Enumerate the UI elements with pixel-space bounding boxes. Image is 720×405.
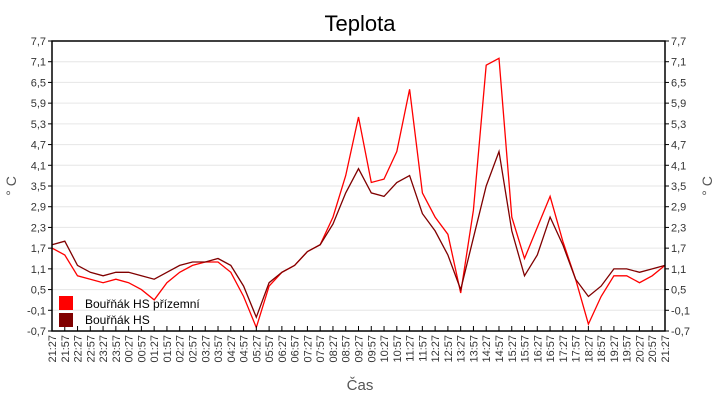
- y-tick-label-left: 5,3: [31, 119, 46, 131]
- y-tick-label-left: 4,1: [31, 160, 46, 172]
- series-line-0: [51, 57, 666, 330]
- chart-title: Teplota: [325, 11, 397, 36]
- x-tick-label: 04:27: [226, 335, 238, 363]
- y-tick-label-right: -0,1: [671, 305, 690, 317]
- x-tick-label: 21:27: [47, 335, 59, 363]
- x-tick-label: 22:57: [85, 335, 97, 363]
- y-tick-label-right: 5,9: [671, 98, 686, 110]
- y-tick-label-left: -0,1: [27, 305, 46, 317]
- y-axis-label-right: ° C: [699, 176, 715, 196]
- y-tick-label-right: 7,7: [671, 36, 686, 48]
- x-tick-label: 02:27: [175, 335, 187, 363]
- legend: Bouřňák HS přízemní Bouřňák HS: [59, 296, 200, 327]
- y-tick-label-left: 0,5: [31, 285, 46, 297]
- y-axis-label-left: ° C: [3, 176, 19, 196]
- x-tick-label: 21:57: [60, 335, 72, 363]
- x-tick-label: 12:27: [430, 335, 442, 363]
- x-tick-label: 03:27: [200, 335, 212, 363]
- x-tick-label: 07:57: [315, 335, 327, 363]
- y-tick-label-right: 2,9: [671, 202, 686, 214]
- x-tick-label: 14:27: [481, 335, 493, 363]
- x-tick-label: 04:57: [239, 335, 251, 363]
- x-tick-label: 20:57: [647, 335, 659, 363]
- y-tick-label-right: 7,1: [671, 57, 686, 69]
- x-tick-label: 17:27: [558, 335, 570, 363]
- x-tick-label: 23:27: [98, 335, 110, 363]
- y-tick-label-left: 3,5: [31, 181, 46, 193]
- legend-swatch-0: [59, 296, 73, 310]
- x-tick-label: 13:27: [456, 335, 468, 363]
- x-tick-label: 08:27: [328, 335, 340, 363]
- y-tick-label-left: 2,3: [31, 222, 46, 234]
- y-tick-label-left: 1,7: [31, 243, 46, 255]
- x-tick-label: 15:57: [520, 335, 532, 363]
- x-tick-label: 18:57: [596, 335, 608, 363]
- x-tick-label: 05:27: [251, 335, 263, 363]
- y-tick-label-right: 1,1: [671, 264, 686, 276]
- x-tick-label: 10:57: [392, 335, 404, 363]
- legend-label-0: Bouřňák HS přízemní: [85, 297, 200, 311]
- series-line-1: [51, 148, 666, 319]
- x-tick-label: 23:57: [111, 335, 123, 363]
- y-tick-label-left: 4,7: [31, 140, 46, 152]
- y-tick-label-left: 5,9: [31, 98, 46, 110]
- x-tick-label: 10:27: [379, 335, 391, 363]
- y-tick-label-left: 2,9: [31, 202, 46, 214]
- x-tick-label: 07:27: [302, 335, 314, 363]
- x-tick-label: 09:57: [366, 335, 378, 363]
- x-tick-label: 03:57: [213, 335, 225, 363]
- y-tick-label-left: -0,7: [27, 326, 46, 338]
- y-tick-label-right: 6,5: [671, 77, 686, 89]
- x-tick-label: 17:57: [571, 335, 583, 363]
- x-tick-label: 20:27: [634, 335, 646, 363]
- x-tick-label: 21:27: [660, 335, 672, 363]
- x-tick-label: 19:57: [622, 335, 634, 363]
- x-tick-label: 16:57: [545, 335, 557, 363]
- x-tick-label: 15:27: [507, 335, 519, 363]
- y-tick-label-right: 4,1: [671, 160, 686, 172]
- y-tick-label-right: 2,3: [671, 222, 686, 234]
- y-tick-label-right: 0,5: [671, 285, 686, 297]
- x-axis-label: Čas: [347, 377, 374, 394]
- legend-label-1: Bouřňák HS: [85, 313, 150, 327]
- x-tick-label: 05:57: [264, 335, 276, 363]
- y-tick-label-right: 5,3: [671, 119, 686, 131]
- y-tick-label-left: 1,1: [31, 264, 46, 276]
- x-tick-label: 01:57: [162, 335, 174, 363]
- x-tick-label: 01:27: [149, 335, 161, 363]
- x-tick-label: 00:57: [136, 335, 148, 363]
- legend-swatch-1: [59, 313, 73, 327]
- y-tick-label-right: 4,7: [671, 140, 686, 152]
- x-tick-label: 09:27: [354, 335, 366, 363]
- x-tick-label: 13:57: [468, 335, 480, 363]
- y-tick-label-right: 3,5: [671, 181, 686, 193]
- x-tick-label: 19:27: [609, 335, 621, 363]
- x-tick-label: 00:27: [124, 335, 136, 363]
- y-tick-label-right: -0,7: [671, 326, 690, 338]
- y-tick-label-left: 7,1: [31, 57, 46, 69]
- x-tick-label: 18:27: [583, 335, 595, 363]
- x-tick-label: 11:57: [417, 335, 429, 362]
- x-tick-label: 22:27: [73, 335, 85, 363]
- x-tick-label: 12:57: [443, 335, 455, 363]
- y-tick-label-right: 1,7: [671, 243, 686, 255]
- x-tick-label: 16:27: [532, 335, 544, 363]
- x-tick-label: 08:57: [341, 335, 353, 363]
- x-tick-label: 06:27: [277, 335, 289, 363]
- x-tick-label: 14:57: [494, 335, 506, 363]
- x-tick-label: 06:57: [290, 335, 302, 363]
- y-tick-label-left: 6,5: [31, 77, 46, 89]
- x-tick-label: 11:27: [405, 335, 417, 362]
- x-tick-label: 02:57: [187, 335, 199, 363]
- y-tick-label-left: 7,7: [31, 36, 46, 48]
